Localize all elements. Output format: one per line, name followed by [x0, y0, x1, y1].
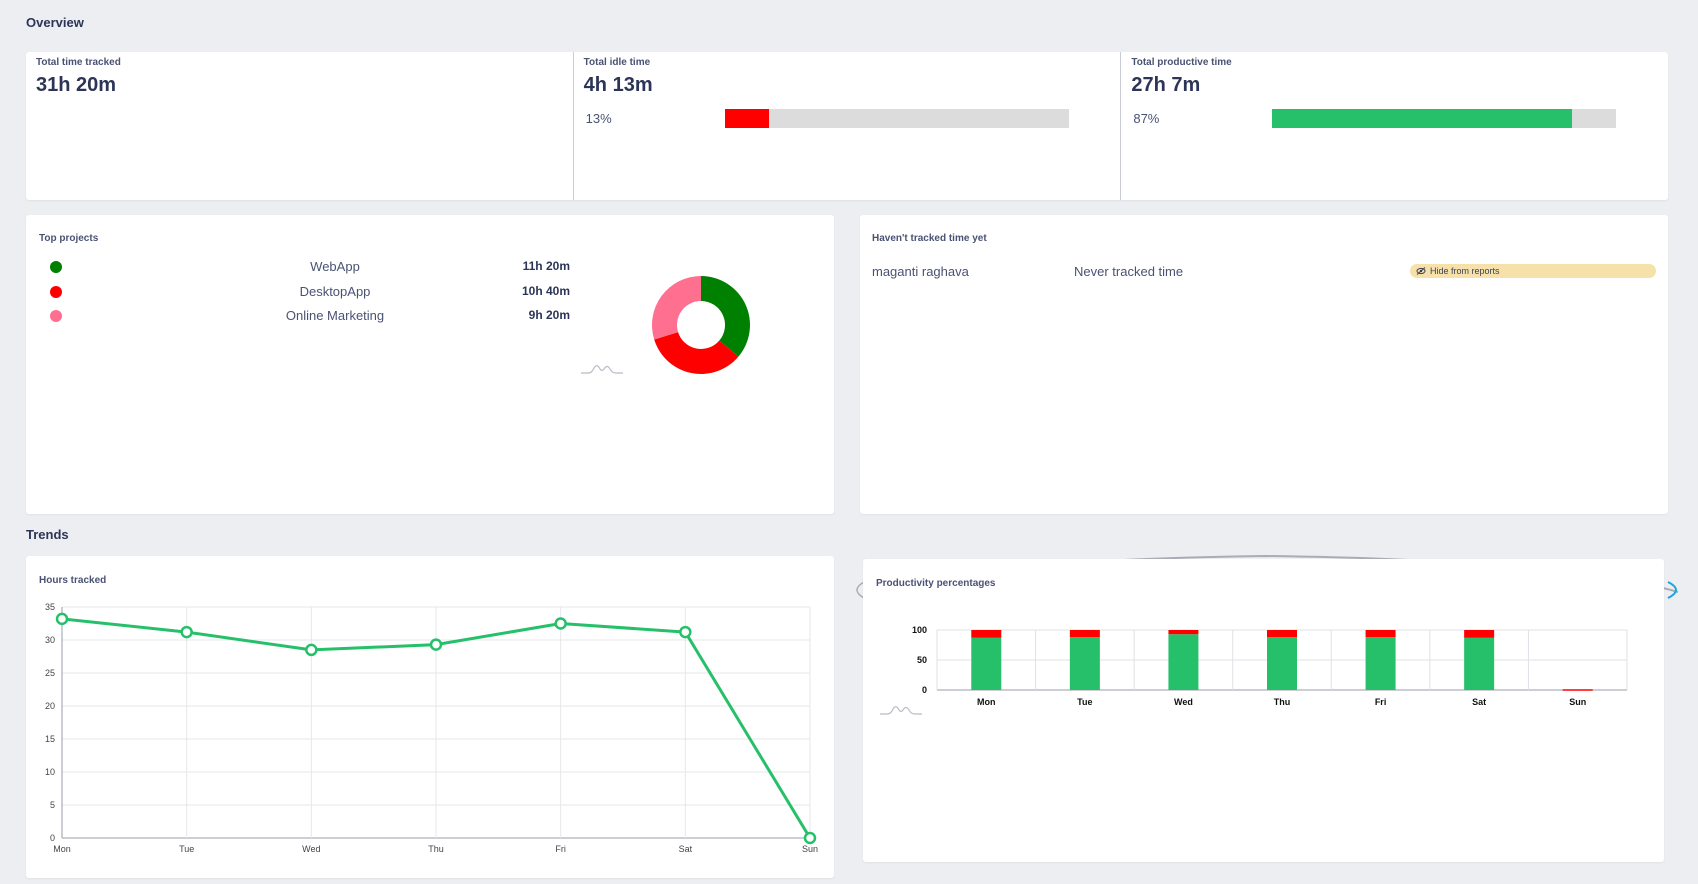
x-tick-label: Tue: [1077, 697, 1092, 707]
top-projects-title: Top projects: [39, 233, 99, 244]
productivity-bar[interactable]: [1464, 630, 1495, 638]
total-time-label: Total time tracked: [36, 57, 121, 68]
y-tick-label: 5: [50, 800, 55, 810]
x-tick-label: Mon: [53, 844, 71, 854]
productive-time-value: 27h 7m: [1131, 74, 1201, 96]
project-name: WebApp: [310, 259, 360, 274]
x-tick-label: Wed: [302, 844, 320, 854]
idle-percent: 13%: [585, 111, 612, 126]
productivity-bar[interactable]: [971, 630, 1002, 638]
productive-time-label: Total productive time: [1131, 57, 1232, 68]
hours-tracked-card: Hours tracked 0 5 10 15 20 25 30 35 Mon Tue Wed Thu F…: [26, 556, 834, 878]
productivity-bar[interactable]: [1464, 637, 1495, 690]
hours-data-point[interactable]: [429, 638, 443, 651]
project-color-dot: [50, 261, 62, 273]
project-row[interactable]: Online Marketing 9h 20m: [50, 308, 570, 333]
x-tick-label: Thu: [428, 844, 444, 854]
hours-tracked-chart: Hours tracked 0 5 10 15 20 25 30 35 Mon Tue Wed Thu F…: [39, 575, 818, 854]
hide-from-reports-button[interactable]: Hide from reports: [1410, 264, 1656, 278]
productivity-bar[interactable]: [1168, 630, 1199, 635]
y-tick-label: 35: [45, 602, 55, 612]
productivity-bar[interactable]: [1267, 637, 1297, 690]
donut-slice[interactable]: [652, 276, 701, 340]
total-idle-time-panel: Total idle time 4h 13m 13%: [572, 52, 1121, 200]
untracked-title: Haven't tracked time yet: [872, 233, 987, 244]
idle-time-value: 4h 13m: [583, 74, 653, 96]
productivity-bar[interactable]: [1365, 630, 1396, 638]
productivity-percentages-card: Productivity percentages 0 50 100 Mon Tue Wed T…: [863, 559, 1664, 862]
x-tick-label: Sun: [1569, 697, 1586, 707]
project-list: WebApp 11h 20m DesktopApp 10h 40m Online…: [50, 259, 570, 333]
y-tick-label: 30: [45, 635, 55, 645]
y-tick-label: 25: [45, 668, 55, 678]
top-projects-card: Top projects WebApp 11h 20m DesktopApp 1…: [26, 215, 834, 514]
y-tick-label: 20: [45, 701, 55, 711]
y-tick-label: 50: [917, 655, 927, 665]
hide-from-reports-label: Hide from reports: [1430, 266, 1500, 276]
idle-time-label: Total idle time: [583, 57, 651, 68]
total-time-value: 31h 20m: [36, 74, 117, 96]
overview-card: Total time tracked 31h 20m Total idle ti…: [26, 52, 1668, 200]
x-tick-label: Fri: [555, 844, 566, 854]
hours-chart-title: Hours tracked: [39, 575, 106, 586]
x-tick-label: Wed: [1174, 697, 1193, 707]
idle-progress-bar: [724, 109, 1069, 128]
y-tick-label: 15: [45, 734, 55, 744]
untracked-user-name: maganti raghava: [872, 264, 969, 279]
eye-slash-icon: [1416, 267, 1426, 275]
x-tick-label: Thu: [1274, 697, 1291, 707]
hours-data-point[interactable]: [679, 625, 692, 639]
productive-percent: 87%: [1133, 111, 1160, 126]
y-tick-label: 0: [50, 833, 55, 843]
project-name: DesktopApp: [299, 283, 371, 299]
project-name: Online Marketing: [285, 308, 385, 323]
total-time-tracked-panel: Total time tracked 31h 20m: [26, 52, 573, 200]
productive-progress-fill: [1272, 109, 1572, 128]
untracked-users-card: Haven't tracked time yet maganti raghava…: [860, 215, 1668, 514]
hours-data-point[interactable]: [55, 612, 69, 626]
productivity-bar[interactable]: [1267, 630, 1297, 638]
donut-slice[interactable]: [654, 332, 739, 374]
productivity-bar[interactable]: [1168, 634, 1199, 690]
x-tick-label: Tue: [179, 844, 194, 854]
chart-watermark-icon: [581, 365, 623, 374]
donut-slice[interactable]: [701, 276, 750, 357]
project-hours: 11h 20m: [522, 259, 570, 273]
project-hours: 9h 20m: [528, 308, 570, 322]
productivity-chart: Productivity percentages 0 50 100 Mon Tue Wed T…: [876, 578, 1628, 715]
x-tick-label: Mon: [977, 697, 996, 707]
hours-data-point[interactable]: [803, 831, 817, 845]
idle-progress-fill: [724, 109, 770, 128]
productivity-bar[interactable]: [1069, 637, 1100, 690]
x-tick-label: Fri: [1375, 697, 1387, 707]
project-row[interactable]: DesktopApp 10h 40m: [50, 284, 570, 309]
hours-data-point[interactable]: [180, 625, 193, 639]
chart-watermark-icon: [880, 706, 922, 715]
hours-data-point[interactable]: [305, 643, 318, 657]
project-color-dot: [50, 310, 62, 322]
productivity-bar[interactable]: [1069, 630, 1100, 638]
x-tick-label: Sun: [802, 844, 818, 854]
untracked-user-status: Never tracked time: [1074, 264, 1184, 279]
x-tick-label: Sat: [1472, 697, 1486, 707]
y-tick-label: 100: [912, 625, 927, 635]
y-tick-label: 10: [45, 767, 55, 777]
productivity-bar[interactable]: [1365, 637, 1396, 690]
trends-heading: Trends: [26, 527, 69, 542]
productive-progress-bar: [1272, 109, 1617, 128]
productivity-bar[interactable]: [971, 637, 1002, 690]
hours-data-point[interactable]: [554, 617, 567, 630]
overview-heading: Overview: [26, 15, 84, 30]
project-row[interactable]: WebApp 11h 20m: [50, 259, 570, 284]
total-productive-time-panel: Total productive time 27h 7m 87%: [1120, 52, 1668, 200]
y-tick-label: 0: [922, 685, 927, 695]
projects-donut-chart: [652, 276, 750, 374]
productivity-chart-title: Productivity percentages: [876, 578, 996, 589]
project-color-dot: [50, 285, 62, 298]
x-tick-label: Sat: [679, 844, 693, 854]
project-hours: 10h 40m: [521, 283, 570, 298]
